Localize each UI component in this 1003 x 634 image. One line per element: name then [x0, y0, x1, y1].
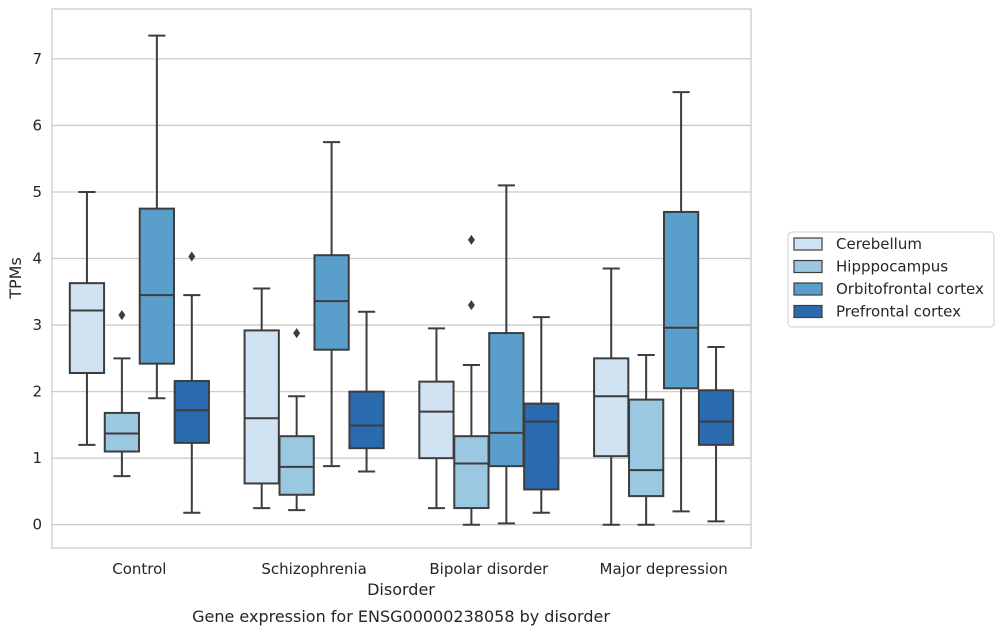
- chart-caption: Gene expression for ENSG00000238058 by d…: [192, 607, 610, 626]
- y-axis-label: TPMs: [6, 257, 25, 300]
- legend-label: Hipppocampus: [836, 258, 948, 276]
- box-iqr: [138, 207, 175, 365]
- legend-label: Cerebellum: [836, 235, 922, 253]
- box-iqr: [453, 435, 490, 510]
- outlier-point: [118, 310, 126, 321]
- box-iqr: [697, 389, 735, 446]
- x-tick-label: Bipolar disorder: [429, 560, 549, 578]
- outlier-point: [188, 251, 196, 262]
- y-tick-label: 7: [32, 50, 42, 68]
- box: [313, 141, 350, 468]
- box: [243, 287, 280, 510]
- box-iqr: [488, 332, 525, 468]
- legend-swatch: [793, 304, 823, 319]
- box: [488, 184, 525, 525]
- box-iqr: [628, 398, 665, 498]
- legend-label: Prefrontal cortex: [836, 303, 961, 321]
- outlier-point: [467, 234, 475, 245]
- legend-label: Orbitofrontal cortex: [836, 280, 984, 298]
- box: [103, 310, 141, 478]
- box: [697, 346, 735, 523]
- box-iqr: [103, 411, 141, 453]
- box: [453, 234, 490, 526]
- y-tick-label: 4: [32, 250, 42, 268]
- y-tick-label: 1: [32, 449, 42, 467]
- outlier-point: [467, 300, 475, 311]
- box: [662, 91, 700, 513]
- x-tick-label: Major depression: [600, 560, 728, 578]
- box: [348, 310, 385, 473]
- box-iqr: [243, 329, 280, 485]
- box: [593, 267, 630, 526]
- box: [278, 328, 315, 512]
- y-tick-label: 2: [32, 383, 42, 401]
- y-tick-label: 3: [32, 316, 42, 334]
- outlier-point: [293, 328, 301, 339]
- box: [68, 190, 106, 446]
- box-iqr: [523, 402, 560, 491]
- legend-frame: [787, 231, 995, 328]
- box-iqr: [313, 254, 350, 351]
- legend-swatch: [793, 282, 823, 296]
- box: [418, 327, 455, 510]
- box-iqr: [173, 379, 210, 444]
- y-tick-labels: 0 1 2 3 4 5 6 7: [32, 50, 42, 534]
- box-iqr: [68, 282, 106, 374]
- box: [628, 354, 665, 526]
- legend-swatch: [793, 237, 823, 251]
- box-series: [68, 34, 735, 526]
- x-tick-labels: Control Schizophrenia Bipolar disorder Majo…: [112, 560, 727, 578]
- box-iqr: [348, 390, 385, 450]
- x-tick-label: Schizophrenia: [261, 560, 366, 578]
- box: [138, 34, 175, 400]
- y-tick-label: 6: [32, 116, 42, 134]
- box-iqr: [278, 435, 315, 496]
- box-iqr: [662, 210, 700, 390]
- y-tick-label: 0: [32, 516, 42, 534]
- x-tick-label: Control: [112, 560, 166, 578]
- legend: Cerebellum Hipppocampus Orbitofrontal cort…: [787, 231, 995, 328]
- y-tick-label: 5: [32, 183, 42, 201]
- box: [523, 316, 560, 514]
- box: [173, 251, 210, 514]
- box-iqr: [418, 380, 455, 460]
- legend-swatch: [793, 259, 823, 274]
- x-axis-label: Disorder: [367, 580, 435, 599]
- box-iqr: [593, 357, 630, 458]
